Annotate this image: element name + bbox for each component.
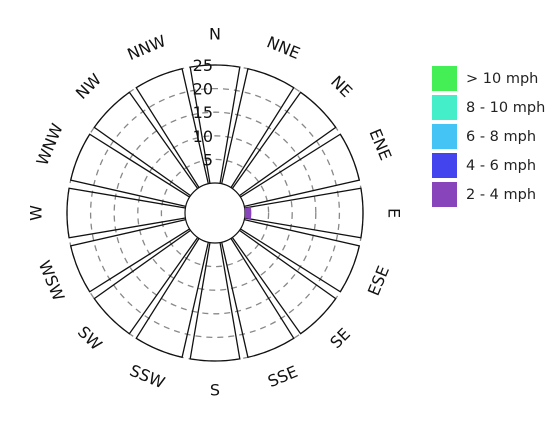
legend-label: > 10 mph	[466, 70, 539, 87]
direction-label-NNE: NNE	[264, 32, 303, 63]
sector-SSE	[221, 238, 295, 359]
grid-circle-15	[113, 111, 317, 315]
sector-S	[189, 242, 241, 362]
sector-E	[244, 187, 364, 239]
radial-tick-5: 5	[203, 150, 213, 169]
grid-circle-10	[137, 135, 293, 291]
legend-item: 8 - 10 mph	[432, 93, 545, 122]
sector-NNE	[221, 67, 295, 188]
radial-tick-20: 20	[193, 80, 213, 99]
legend-item: 6 - 8 mph	[432, 122, 545, 151]
direction-label-NNW: NNW	[124, 31, 168, 64]
sector-ENE	[240, 133, 361, 207]
bars	[244, 206, 252, 220]
direction-sectors	[66, 64, 364, 362]
legend-item: > 10 mph	[432, 64, 545, 93]
center-circle	[184, 182, 246, 244]
sector-W	[66, 187, 186, 239]
radial-tick-10: 10	[193, 127, 213, 146]
direction-label-SE: SE	[326, 324, 354, 352]
direction-label-ENE: ENE	[365, 126, 395, 163]
direction-label-NE: NE	[327, 72, 356, 101]
legend-item: 2 - 4 mph	[432, 180, 545, 209]
radial-tick-labels: 5 10 15 20 25	[193, 56, 213, 169]
direction-label-NW: NW	[72, 70, 105, 103]
legend-item: 4 - 6 mph	[432, 151, 545, 180]
legend-label: 4 - 6 mph	[466, 157, 537, 174]
direction-label-W: W	[27, 205, 46, 221]
legend-label: 2 - 4 mph	[466, 186, 537, 203]
sector-WSW	[69, 219, 190, 293]
legend-label: 8 - 10 mph	[466, 99, 546, 116]
legend: > 10 mph 8 - 10 mph 6 - 8 mph 4 - 6 mph 2 - …	[432, 64, 545, 209]
direction-label-ESE: ESE	[364, 263, 393, 298]
direction-label-SSW: SSW	[127, 361, 168, 392]
legend-label: 6 - 8 mph	[466, 128, 537, 145]
radial-tick-15: 15	[193, 103, 213, 122]
direction-label-WNW: WNW	[33, 121, 67, 169]
sector-SSW	[135, 238, 209, 359]
direction-label-E: E	[385, 208, 404, 218]
direction-label-SW: SW	[74, 322, 106, 354]
legend-swatch	[432, 66, 457, 91]
bar-E-2-4-mph	[244, 206, 252, 220]
legend-swatch	[432, 124, 457, 149]
sector-SE	[231, 229, 337, 335]
sector-ESE	[240, 219, 361, 293]
direction-label-WSW: WSW	[35, 258, 69, 304]
direction-label-S: S	[210, 381, 220, 400]
legend-swatch	[432, 95, 457, 120]
sector-NE	[231, 91, 337, 197]
direction-label-N: N	[209, 25, 221, 44]
grid-circle-20	[89, 87, 341, 339]
grid-circle-5	[160, 158, 270, 268]
sector-NW	[93, 91, 199, 197]
legend-swatch	[432, 182, 457, 207]
sector-NNW	[135, 67, 209, 188]
direction-label-SSE: SSE	[265, 362, 300, 391]
radial-grid	[66, 64, 364, 362]
sector-WNW	[69, 133, 190, 207]
sector-N	[189, 64, 241, 184]
radial-tick-25: 25	[193, 56, 213, 75]
sector-SW	[93, 229, 199, 335]
legend-swatch	[432, 153, 457, 178]
